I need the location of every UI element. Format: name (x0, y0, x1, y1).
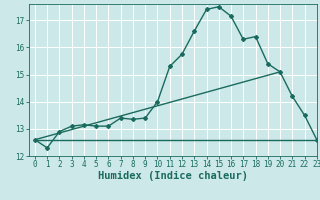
X-axis label: Humidex (Indice chaleur): Humidex (Indice chaleur) (98, 171, 248, 181)
